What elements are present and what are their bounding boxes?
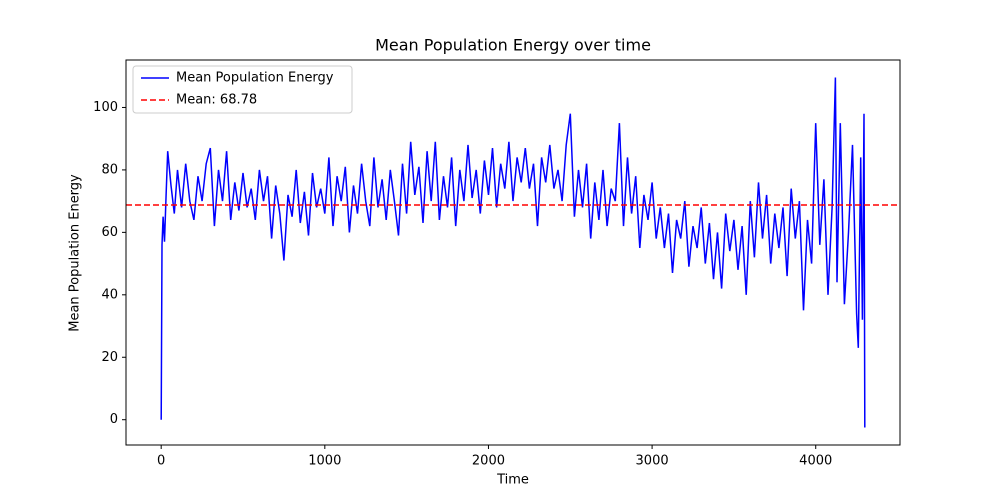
y-axis-label: Mean Population Energy	[68, 174, 83, 332]
x-tick-label: 2000	[472, 454, 505, 469]
data-line	[160, 77, 866, 428]
x-tick-label: 1000	[308, 454, 341, 469]
legend-box	[132, 65, 353, 114]
plot-frame	[125, 59, 901, 446]
legend-label: Mean: 68.78	[176, 93, 257, 108]
y-tick-label: 80	[101, 162, 118, 177]
y-tick-label: 0	[110, 412, 118, 427]
x-tick-label: 3000	[636, 454, 669, 469]
y-tick-label: 100	[93, 100, 118, 115]
y-tick-label: 60	[101, 225, 118, 240]
x-axis-label: Time	[496, 473, 529, 488]
legend-label: Mean Population Energy	[176, 71, 334, 86]
chart-title: Mean Population Energy over time	[375, 36, 651, 55]
y-tick-label: 20	[101, 350, 118, 365]
x-tick-label: 0	[157, 454, 165, 469]
y-tick-label: 40	[101, 287, 118, 302]
x-tick-label: 4000	[799, 454, 832, 469]
